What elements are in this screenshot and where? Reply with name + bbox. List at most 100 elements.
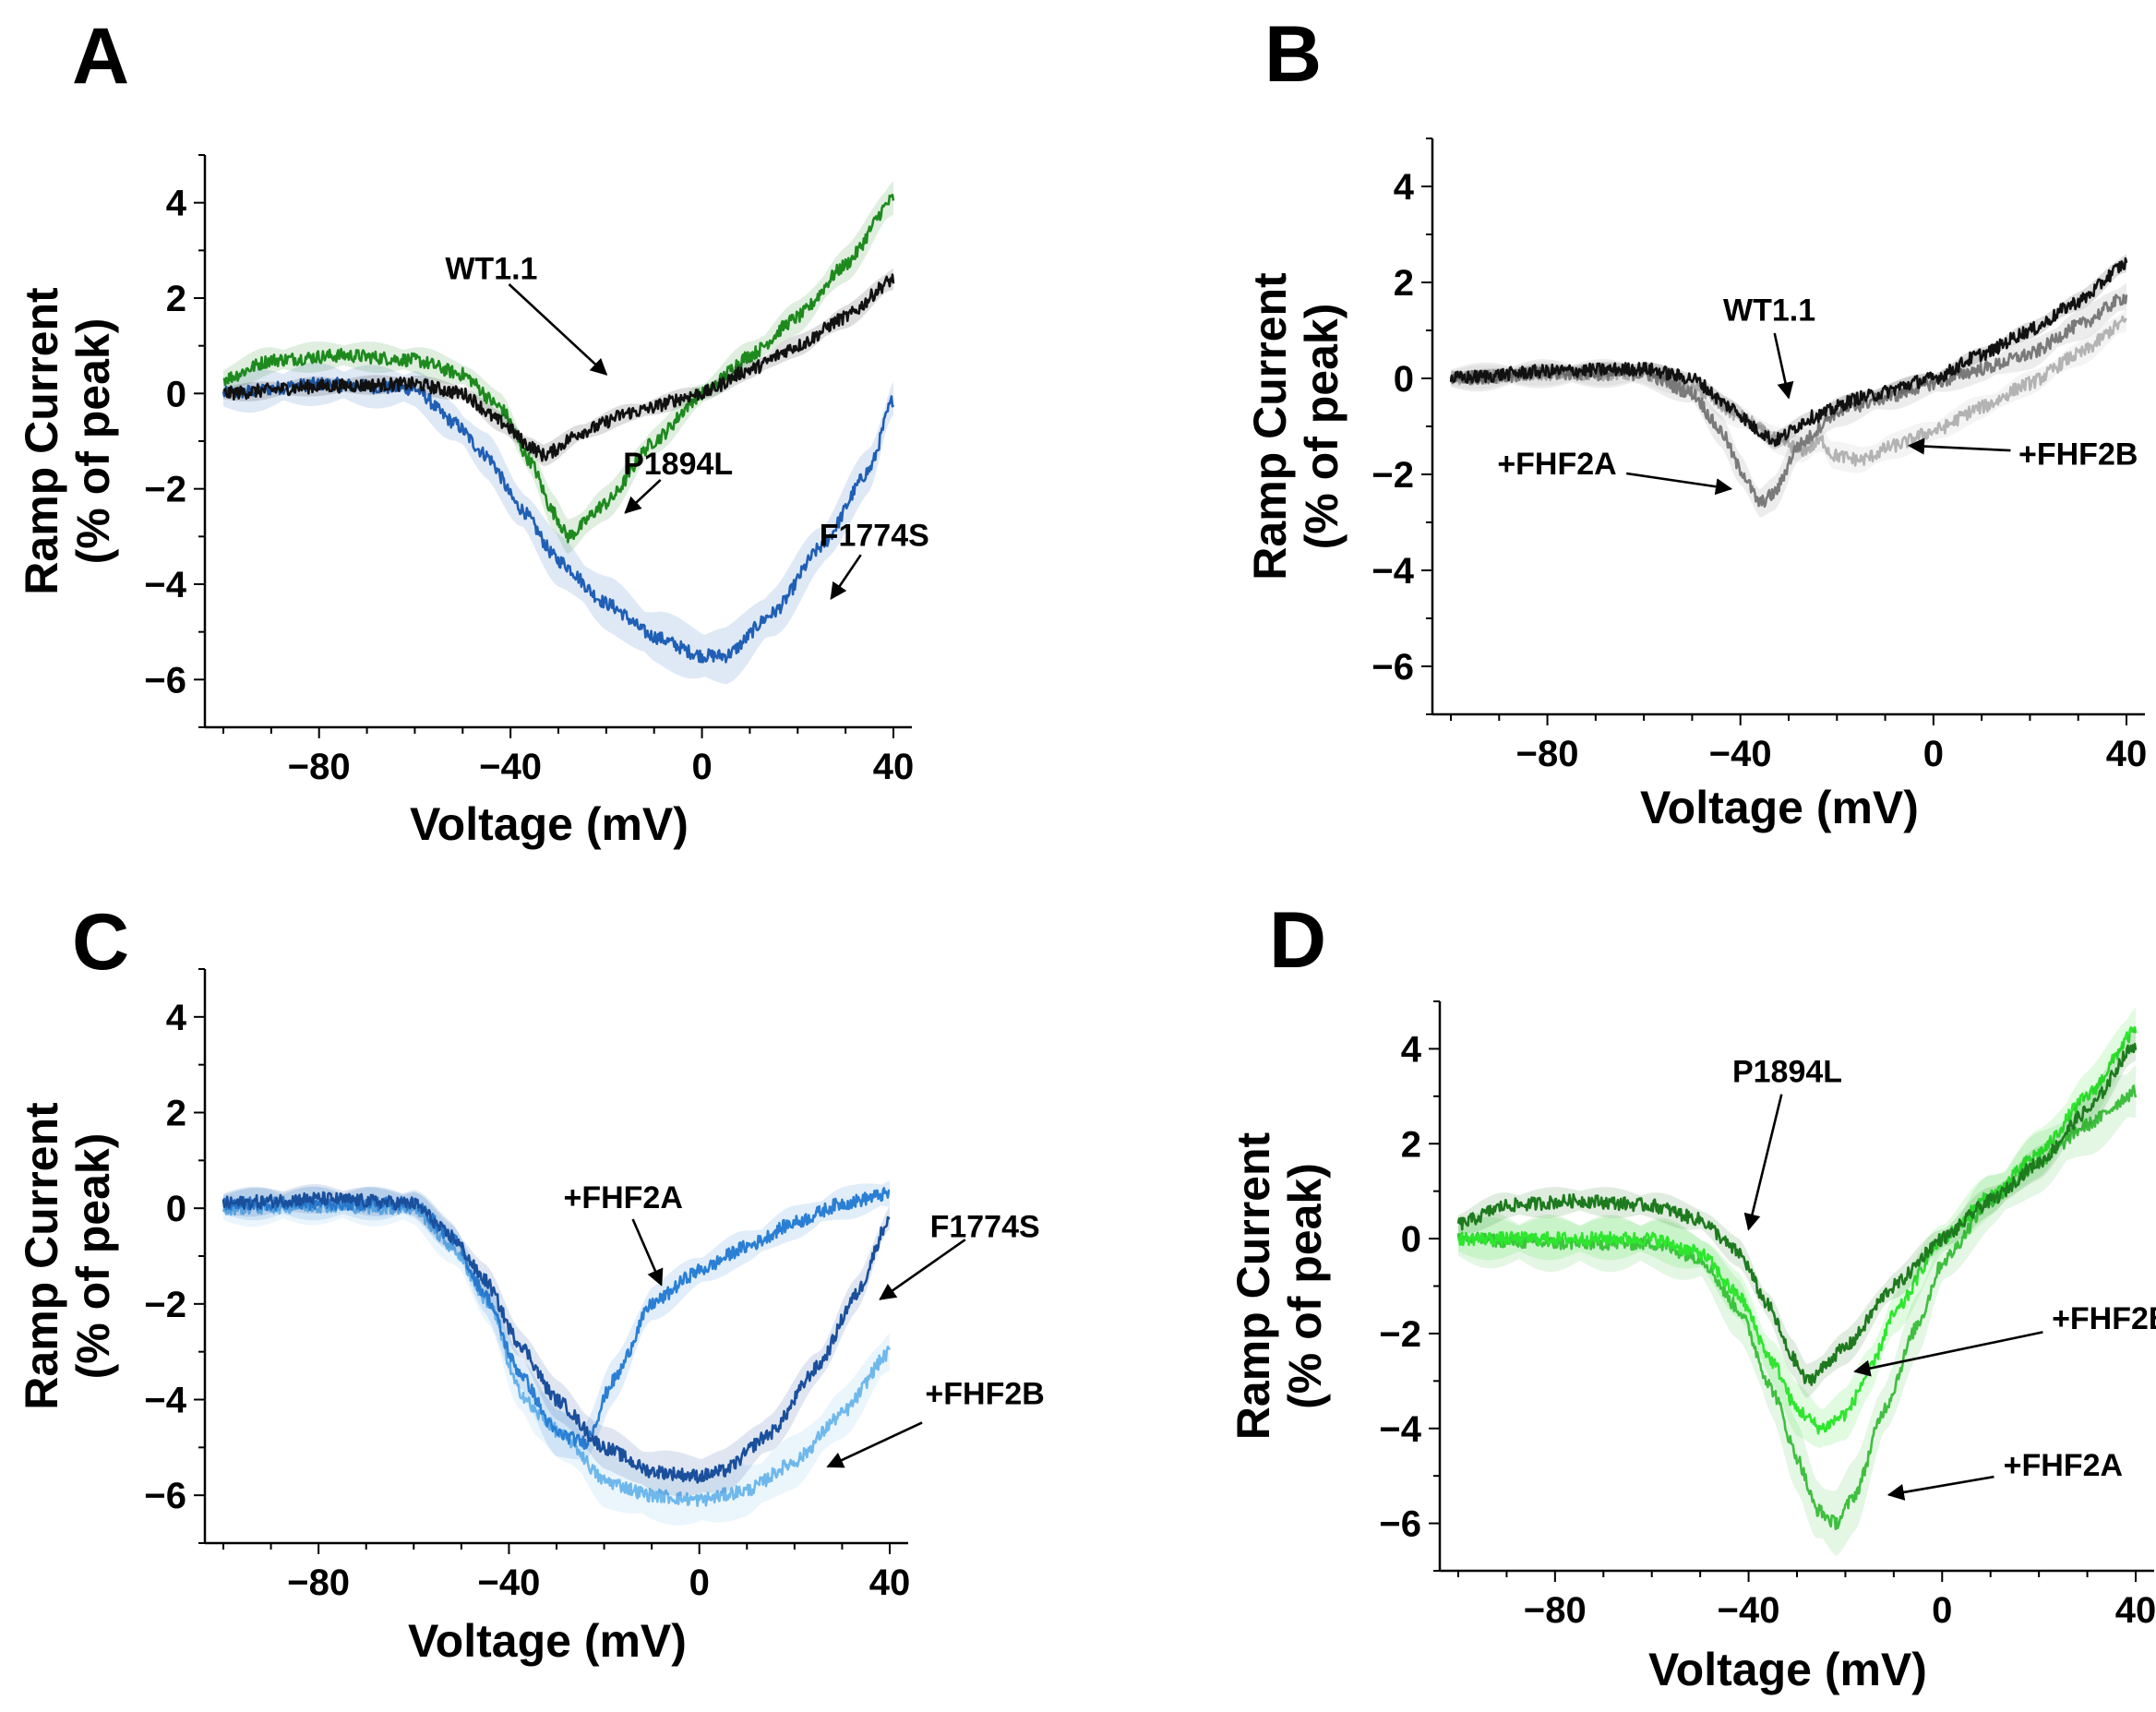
error-band-fhf2b bbox=[223, 1186, 890, 1526]
y-tick-label: 2 bbox=[166, 279, 186, 319]
panel-letter: C bbox=[72, 898, 129, 987]
x-tick-label: −80 bbox=[287, 1562, 350, 1603]
annotation-label: +FHF2B bbox=[925, 1377, 1044, 1412]
panel-c: C −6 −4 −2 0 2 4 −80 −40 0 40 Voltage (mV) Ramp Curr… bbox=[16, 898, 1045, 1667]
annotation-arrow bbox=[1853, 1331, 2043, 1377]
x-tick-label: 0 bbox=[691, 747, 712, 787]
error-band-fhf2b bbox=[1458, 1007, 2136, 1448]
y-axis-subtitle: (% of peak) bbox=[67, 318, 119, 565]
annotation-label: +FHF2A bbox=[563, 1180, 682, 1215]
x-tick-label: −40 bbox=[1709, 734, 1772, 774]
x-tick-label: 0 bbox=[1923, 734, 1944, 774]
y-tick-label: −2 bbox=[1379, 1314, 1421, 1355]
series-line-wt11 bbox=[1449, 257, 2128, 448]
annotation-label: +FHF2A bbox=[1497, 447, 1616, 482]
y-tick-label: −2 bbox=[144, 470, 186, 510]
annotation-arrow bbox=[830, 554, 862, 601]
series-line-f1774s bbox=[222, 376, 895, 664]
y-axis-subtitle: (% of peak) bbox=[1296, 304, 1348, 550]
series-line-p1894l bbox=[222, 194, 895, 544]
series-line-wt11 bbox=[222, 273, 895, 462]
x-tick-label: −80 bbox=[1524, 1590, 1587, 1631]
annotation-arrow bbox=[879, 1239, 966, 1300]
y-axis-title: Ramp Current bbox=[16, 287, 67, 595]
y-tick-label: 0 bbox=[1401, 1219, 1421, 1260]
panel-letter: D bbox=[1269, 896, 1326, 985]
annotation-arrow bbox=[1886, 1475, 1994, 1501]
x-axis-title: Voltage (mV) bbox=[1640, 782, 1919, 833]
series-group bbox=[1456, 1007, 2138, 1556]
annotation-arrow bbox=[1773, 332, 1794, 400]
y-tick-label: −2 bbox=[144, 1285, 186, 1325]
error-band-fhf2a bbox=[1451, 282, 2126, 518]
y-tick-label: −4 bbox=[144, 565, 186, 605]
y-tick-label: 4 bbox=[166, 184, 187, 224]
annotation-label: WT1.1 bbox=[1723, 293, 1815, 329]
annotation-label: WT1.1 bbox=[445, 251, 537, 286]
y-tick-label: −2 bbox=[1371, 455, 1414, 496]
series-group bbox=[222, 1180, 892, 1526]
x-tick-label: 40 bbox=[873, 747, 915, 787]
annotation-label: F1774S bbox=[930, 1209, 1040, 1244]
panel-b: B −6 −4 −2 0 2 4 −80 −40 0 40 Voltage (mV) Ramp Curr… bbox=[1244, 10, 2147, 833]
annotation-label: +FHF2A bbox=[2004, 1448, 2123, 1483]
y-tick-label: −4 bbox=[144, 1381, 186, 1421]
y-tick-label: 2 bbox=[1394, 263, 1414, 304]
annotation-arrow bbox=[508, 283, 608, 376]
y-axis-subtitle: (% of peak) bbox=[1279, 1163, 1331, 1409]
panel-letter: A bbox=[72, 12, 129, 101]
x-tick-label: 40 bbox=[869, 1562, 911, 1603]
series-line-p1894l bbox=[1456, 1042, 2138, 1386]
series-line-fhf2b bbox=[1456, 1025, 2138, 1435]
error-band-p1894l bbox=[223, 181, 893, 554]
annotation-arrow bbox=[1907, 437, 2011, 455]
y-axis-title: Ramp Current bbox=[1228, 1131, 1279, 1440]
series-line-f1774s bbox=[222, 1191, 891, 1484]
y-axis-subtitle: (% of peak) bbox=[67, 1133, 119, 1380]
annotation-arrow bbox=[826, 1421, 923, 1468]
x-tick-label: −80 bbox=[288, 747, 351, 787]
annotation-label: +FHF2B bbox=[2052, 1301, 2156, 1336]
series-line-fhf2b bbox=[1449, 315, 2127, 467]
panel-d: D −6 −4 −2 0 2 4 −80 −40 0 40 Voltage (mV) Ramp Curr… bbox=[1228, 896, 2156, 1695]
x-tick-label: 0 bbox=[1932, 1590, 1952, 1631]
y-tick-label: −4 bbox=[1379, 1409, 1421, 1450]
x-axis-title: Voltage (mV) bbox=[408, 1615, 687, 1667]
y-tick-label: −6 bbox=[144, 660, 186, 700]
x-tick-label: −80 bbox=[1516, 734, 1579, 774]
panel-a: A −6 −4 −2 0 2 4 −80 −40 0 40 Voltage (mV) Ramp Curr… bbox=[16, 12, 929, 850]
annotation-arrow bbox=[1743, 1094, 1783, 1231]
series-group bbox=[222, 181, 895, 685]
annotation-label: P1894L bbox=[623, 447, 733, 482]
y-tick-label: 2 bbox=[1401, 1124, 1421, 1165]
y-axis-title: Ramp Current bbox=[1244, 272, 1296, 581]
annotation-label: F1774S bbox=[820, 519, 929, 554]
x-tick-label: 0 bbox=[689, 1562, 710, 1603]
panel-letter: B bbox=[1264, 10, 1322, 99]
y-tick-label: −4 bbox=[1371, 551, 1414, 592]
y-axis-title: Ramp Current bbox=[16, 1102, 67, 1410]
x-tick-label: −40 bbox=[479, 747, 542, 787]
x-axis-title: Voltage (mV) bbox=[410, 798, 689, 850]
x-tick-label: 40 bbox=[2115, 1590, 2156, 1631]
annotation-arrow bbox=[631, 1218, 664, 1287]
y-tick-label: 4 bbox=[1401, 1029, 1422, 1070]
error-band-p1894l bbox=[1458, 1027, 2136, 1398]
y-tick-label: 0 bbox=[166, 374, 186, 414]
annotation-arrow bbox=[624, 478, 662, 514]
y-tick-label: −6 bbox=[1379, 1504, 1421, 1545]
annotation-label: P1894L bbox=[1732, 1054, 1842, 1089]
y-tick-label: 4 bbox=[166, 998, 187, 1038]
series-group bbox=[1449, 254, 2128, 518]
y-tick-label: 2 bbox=[166, 1094, 186, 1134]
annotation-label: +FHF2B bbox=[2018, 437, 2138, 473]
error-band-fhf2a bbox=[223, 1180, 890, 1461]
x-tick-label: −40 bbox=[477, 1562, 540, 1603]
x-tick-label: 40 bbox=[2106, 734, 2148, 774]
x-axis-title: Voltage (mV) bbox=[1648, 1644, 1927, 1695]
y-tick-label: −6 bbox=[1371, 647, 1414, 688]
y-tick-label: 4 bbox=[1394, 167, 1415, 208]
series-line-fhf2a bbox=[222, 1187, 891, 1450]
y-tick-label: 0 bbox=[1394, 359, 1414, 400]
